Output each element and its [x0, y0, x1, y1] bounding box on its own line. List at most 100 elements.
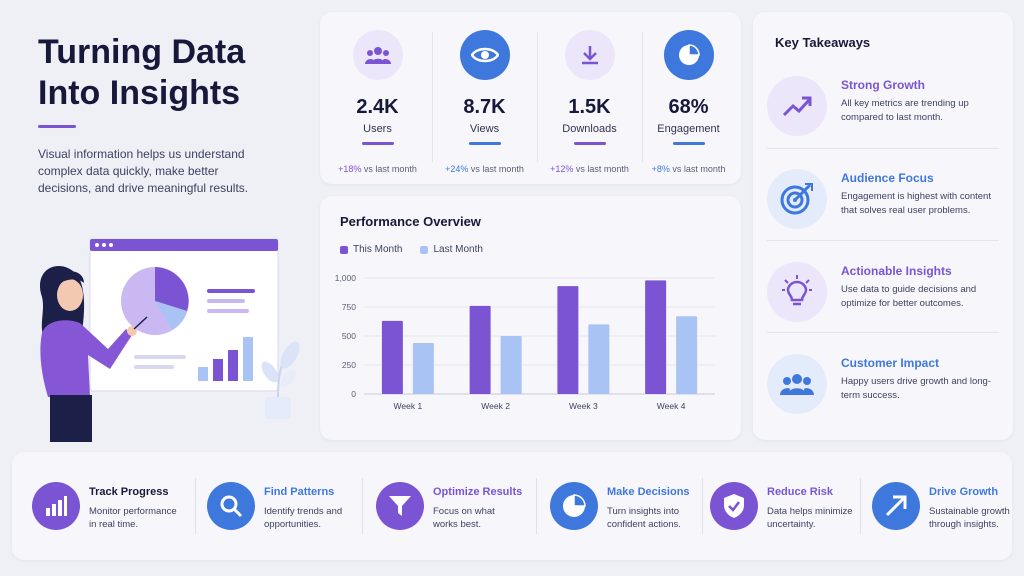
stat-value: 8.7K [463, 96, 506, 118]
benefit-heading: Make Decisions [607, 486, 690, 498]
stat-change: +18% vs last month [325, 164, 430, 174]
benefits-strip: Track Progress Monitor performance in re… [12, 452, 1012, 560]
takeaway-heading: Strong Growth [841, 78, 925, 92]
stat-views: 8.7K Views +24% vs last month [432, 12, 537, 184]
legend-label: Last Month [433, 244, 483, 255]
stat-label: Engagement [657, 123, 720, 135]
stat-change-pct: +12% [550, 164, 574, 174]
takeaway-text: Happy users drive growth and long-term s… [841, 376, 991, 401]
x-tick-label: Week 1 [394, 401, 423, 411]
takeaway-text: Engagement is highest with content that … [841, 191, 991, 216]
plant-icon [261, 341, 300, 419]
x-tick-label: Week 2 [481, 401, 510, 411]
benefit-heading: Drive Growth [929, 486, 999, 498]
benefit-text: Focus on what works best. [433, 506, 495, 530]
benefit-optimize-results: Optimize Results Focus on what works bes… [356, 452, 523, 560]
takeaway-customer-impact: Customer Impact Happy users drive growth… [767, 340, 999, 432]
x-tick-label: Week 3 [569, 401, 598, 411]
trend-up-icon [767, 76, 827, 136]
bar-chart: 0 250 500 750 1,000 Week 1 Week 2 Week 3 Week 4 [335, 273, 715, 411]
stats-card: 2.4K Users +18% vs last month 8.7K Views… [320, 12, 741, 184]
key-takeaways-card: Key Takeaways Strong Growth All key metr… [753, 12, 1013, 440]
benefit-text: Data helps minimize uncertainty. [767, 506, 853, 530]
funnel-icon [376, 482, 424, 530]
download-icon [564, 30, 615, 80]
stat-divider [432, 32, 433, 162]
legend-swatch [420, 245, 429, 254]
stat-divider [537, 32, 538, 162]
analyst-illustration [40, 238, 300, 442]
bar-this-month [557, 286, 579, 394]
stat-accent-bar [573, 142, 606, 145]
y-tick-label: 0 [351, 389, 356, 399]
pie-chart-icon [550, 482, 598, 530]
stat-engagement: 68% Engagement +8% vs last month [636, 12, 741, 184]
benefit-divider [195, 478, 196, 534]
magnifier-icon [207, 482, 255, 530]
page-title-line-2: Into Insights [38, 74, 241, 112]
stat-change: +8% vs last month [636, 164, 741, 174]
woman-presenter-icon [40, 266, 148, 442]
stat-change-text: vs last month [361, 164, 417, 174]
takeaway-heading: Actionable Insights [841, 264, 952, 278]
chart-title: Performance Overview [340, 214, 481, 229]
takeaways-title: Key Takeaways [775, 35, 871, 50]
stat-label: Views [469, 123, 500, 135]
benefit-heading: Track Progress [89, 486, 169, 498]
target-icon [767, 169, 827, 229]
stat-change: +24% vs last month [432, 164, 537, 174]
benefit-divider [362, 478, 363, 534]
takeaway-strong-growth: Strong Growth All key metrics are trendi… [767, 62, 999, 154]
customers-icon [767, 354, 827, 414]
stat-value: 68% [668, 96, 709, 118]
bar-last-month [588, 324, 610, 394]
benefit-heading: Find Patterns [264, 486, 335, 498]
stat-change-pct: +18% [338, 164, 362, 174]
bar-this-month [381, 320, 403, 394]
legend-swatch [340, 245, 348, 254]
bar-last-month [500, 336, 522, 394]
bar-last-month [412, 342, 434, 394]
takeaway-divider [767, 240, 999, 241]
takeaway-divider [767, 148, 999, 149]
y-tick-label: 750 [342, 302, 356, 312]
stat-accent-bar [468, 142, 501, 145]
y-tick-label: 500 [342, 331, 356, 341]
legend-label: This Month [353, 244, 403, 255]
lightbulb-icon [767, 262, 827, 322]
performance-chart-card: 0 250 500 750 1,000 Week 1 Week 2 Week 3 Week 4 … [320, 196, 741, 440]
benefit-heading: Optimize Results [433, 486, 523, 498]
stat-downloads: 1.5K Downloads +12% vs last month [537, 12, 642, 184]
pie-chart-icon [663, 30, 714, 80]
eye-icon [459, 30, 510, 80]
benefit-text: Identify trends and opportunities. [264, 506, 343, 530]
shield-check-icon [710, 482, 758, 530]
stat-users: 2.4K Users +18% vs last month [325, 12, 430, 184]
benefit-text: Sustainable growth through insights. [929, 506, 1010, 530]
takeaway-heading: Audience Focus [841, 171, 934, 185]
takeaway-heading: Customer Impact [841, 356, 940, 370]
bar-last-month [676, 316, 698, 394]
stat-label: Users [363, 123, 392, 135]
stat-change-text: vs last month [468, 164, 524, 174]
stat-change-pct: +24% [445, 164, 469, 174]
bar-chart-icon [32, 482, 80, 530]
presentation-screen-icon [89, 238, 279, 392]
arrow-up-right-icon [872, 482, 920, 530]
benefit-text: Monitor performance in real time. [89, 506, 177, 530]
stat-value: 1.5K [568, 96, 611, 118]
stat-accent-bar [672, 142, 705, 145]
benefit-reduce-risk: Reduce Risk Data helps minimize uncertai… [690, 452, 857, 560]
stat-change: +12% vs last month [537, 164, 642, 174]
takeaway-actionable-insights: Actionable Insights Use data to guide de… [767, 248, 999, 340]
chart-legend: This Month Last Month [340, 244, 483, 255]
stat-divider [642, 32, 643, 162]
takeaway-text: Use data to guide decisions and optimize… [841, 284, 977, 309]
title-underline [38, 125, 76, 128]
benefit-divider [702, 478, 703, 534]
benefit-drive-growth: Drive Growth Sustainable growth through … [852, 452, 1019, 560]
bar-this-month [645, 280, 667, 394]
page-title: Turning Data Into Insights [38, 32, 298, 114]
y-tick-label: 1,000 [335, 273, 357, 283]
legend-item-this-month: This Month [340, 244, 402, 255]
